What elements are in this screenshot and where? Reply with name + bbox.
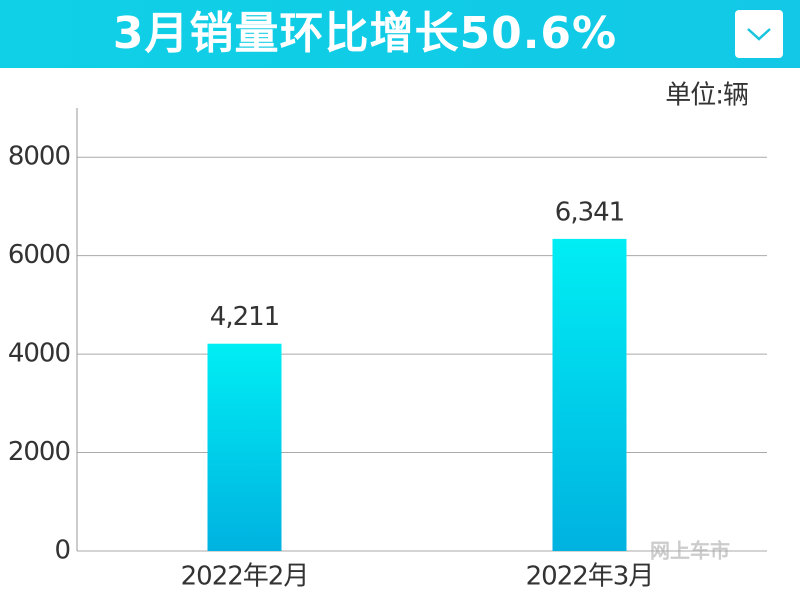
bar (207, 343, 282, 551)
header: 3月销量环比增长50.6% (0, 0, 800, 68)
value-label: 4,211 (210, 302, 279, 332)
y-tick-label: 0 (54, 536, 70, 566)
y-tick-label: 4000 (8, 339, 70, 369)
dropdown-button[interactable] (735, 10, 783, 58)
x-tick-label: 2022年2月 (181, 562, 309, 592)
y-tick-label: 6000 (8, 240, 70, 270)
chart-title: 3月销量环比增长50.6% (112, 8, 618, 59)
unit-label: 单位:辆 (665, 81, 748, 111)
chevron-icon (747, 28, 771, 41)
y-tick-label: 2000 (8, 437, 70, 467)
value-label: 6,341 (555, 197, 624, 227)
bar (552, 238, 627, 551)
x-tick-label: 2022年3月 (526, 562, 654, 592)
chart: 单位:辆 网上车市 020004000600080002022年2月4,2112… (8, 81, 767, 592)
y-tick-label: 8000 (8, 142, 70, 172)
